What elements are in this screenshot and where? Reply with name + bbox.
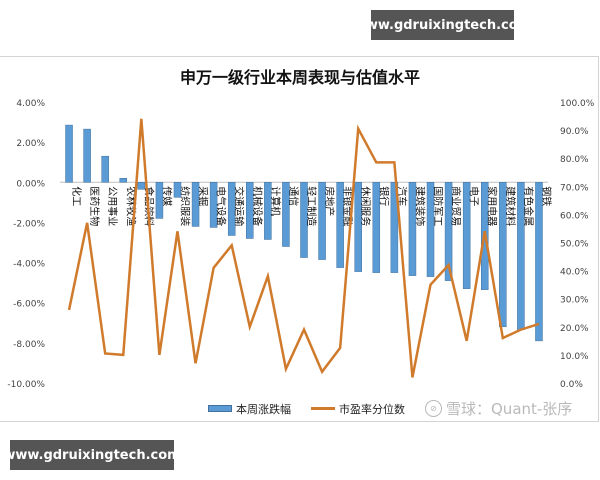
bar	[155, 182, 164, 219]
left-axis-tick: -2.00%	[13, 219, 45, 229]
legend-line-swatch	[311, 407, 335, 410]
bar	[444, 182, 453, 281]
category-label: 有色金属	[522, 186, 535, 226]
left-axis-tick: 2.00%	[16, 139, 45, 149]
category-label: 电气设备	[215, 186, 228, 226]
category-label: 休闲服务	[359, 186, 372, 226]
category-label: 通信	[287, 186, 299, 206]
category-label: 机械设备	[251, 186, 264, 226]
chart-legend: 本周涨跌幅 市盈率分位数 ⊘ 雪球：Quant-张序	[208, 398, 572, 419]
xueqiu-watermark-text: 雪球：Quant-张序	[446, 400, 573, 418]
category-label: 交通运输	[233, 186, 246, 226]
watermark-bottom: www.gdruixingtech.com	[3, 440, 181, 470]
category-label: 采掘	[197, 186, 210, 206]
bar	[119, 178, 128, 183]
category-label: 化工	[70, 186, 83, 206]
pe-percentile-line	[67, 118, 540, 378]
right-axis-tick: 80.0%	[560, 155, 589, 165]
category-label: 国防军工	[432, 186, 445, 226]
bar	[209, 182, 218, 228]
category-label: 计算机	[269, 186, 282, 216]
right-axis-tick: 20.0%	[560, 324, 589, 334]
category-label: 房地产	[323, 186, 336, 216]
category-label: 公用事业	[106, 186, 119, 226]
bar	[372, 182, 381, 273]
right-axis-tick: 0.0%	[560, 380, 583, 390]
category-label: 建筑装饰	[413, 186, 426, 226]
bar	[354, 182, 362, 272]
bar	[101, 155, 109, 183]
chart-title: 申万一级行业本周表现与估值水平	[179, 68, 420, 87]
right-axis-tick: 70.0%	[560, 183, 589, 193]
category-label: 纺织服装	[178, 186, 191, 226]
bar	[65, 124, 73, 183]
bar	[318, 182, 326, 260]
category-label: 医药生物	[88, 186, 101, 226]
bar	[535, 182, 543, 342]
watermark-top: www.gdruixingtech.com	[354, 10, 531, 40]
bar	[191, 182, 200, 227]
xueqiu-logo-icon: ⊘	[425, 400, 442, 417]
bar	[227, 182, 236, 236]
legend-bar-label: 本周涨跌幅	[236, 402, 291, 416]
left-axis-tick: -6.00%	[13, 300, 45, 310]
legend-bar-swatch	[208, 405, 232, 412]
category-label: 传媒	[160, 186, 172, 206]
bar	[462, 182, 471, 289]
xueqiu-watermark: ⊘ 雪球：Quant-张序	[425, 398, 572, 419]
right-axis-tick: 90.0%	[560, 127, 589, 137]
legend-line-label: 市盈率分位数	[339, 402, 405, 416]
legend-item-bar: 本周涨跌幅	[208, 401, 291, 417]
left-axis-tick: 0.00%	[16, 179, 45, 189]
right-axis-tick: 10.0%	[560, 352, 589, 362]
bar	[426, 182, 435, 277]
right-axis-tick: 60.0%	[560, 211, 589, 221]
category-label: 家用电器	[486, 186, 499, 226]
left-axis-tick: 4.00%	[16, 99, 45, 109]
bar	[300, 182, 308, 258]
bar	[336, 182, 344, 268]
bar	[173, 182, 182, 198]
category-label: 银行	[377, 186, 390, 206]
bar	[264, 182, 272, 240]
category-label: 电子	[468, 186, 481, 206]
right-axis-tick: 40.0%	[560, 268, 589, 278]
left-axis-tick: -8.00%	[13, 340, 45, 350]
bar	[83, 128, 91, 183]
bar	[499, 182, 507, 328]
left-axis-tick: -4.00%	[13, 260, 45, 270]
right-axis-tick: 100.0%	[560, 99, 595, 109]
category-label: 轻工制造	[305, 186, 318, 226]
bar	[390, 182, 399, 273]
bar	[408, 182, 417, 276]
bar	[282, 182, 290, 247]
category-label: 商业贸易	[450, 186, 463, 226]
category-label: 钢铁	[540, 186, 553, 206]
category-label: 建筑材料	[504, 186, 517, 226]
bar	[246, 182, 254, 239]
legend-item-line: 市盈率分位数	[311, 401, 405, 417]
bar	[137, 182, 146, 190]
left-axis-tick: -10.00%	[7, 380, 45, 390]
right-axis-tick: 50.0%	[560, 240, 589, 250]
right-axis-tick: 30.0%	[560, 296, 589, 306]
